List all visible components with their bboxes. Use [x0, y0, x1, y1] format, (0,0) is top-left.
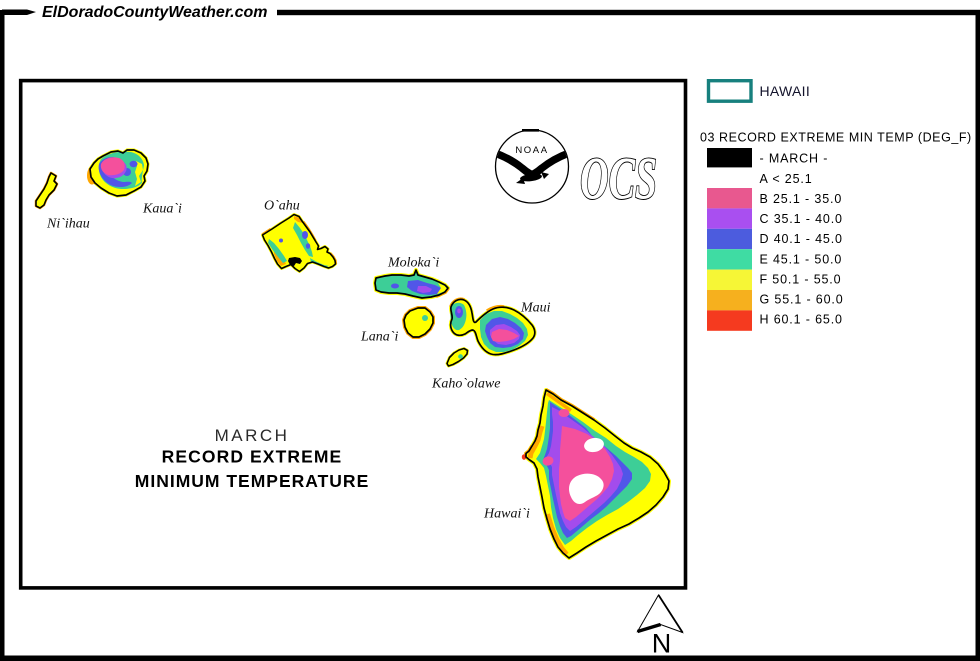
svg-text:Kaho`olawe: Kaho`olawe — [431, 377, 500, 392]
svg-text:HAWAII: HAWAII — [760, 83, 811, 99]
svg-text:NOAA: NOAA — [515, 145, 548, 156]
svg-text:- MARCH -: - MARCH - — [760, 151, 829, 165]
svg-text:Moloka`i: Moloka`i — [387, 256, 439, 271]
svg-text:RECORD EXTREME: RECORD EXTREME — [162, 447, 343, 467]
svg-text:O`ahu: O`ahu — [264, 199, 300, 214]
svg-text:ElDoradoCountyWeather.com: ElDoradoCountyWeather.com — [42, 4, 268, 21]
svg-text:03 RECORD EXTREME MIN TEMP (DE: 03 RECORD EXTREME MIN TEMP (DEG_F) — [700, 130, 972, 144]
svg-text:Lana`i: Lana`i — [360, 330, 398, 345]
svg-text:H 60.1 - 65.0: H 60.1 - 65.0 — [760, 313, 843, 327]
svg-text:Kaua`i: Kaua`i — [142, 202, 182, 217]
svg-text:N: N — [652, 628, 672, 658]
svg-text:C 35.1 - 40.0: C 35.1 - 40.0 — [760, 212, 843, 226]
svg-text:D 40.1 - 45.0: D 40.1 - 45.0 — [760, 232, 843, 246]
svg-text:Hawai`i: Hawai`i — [483, 507, 530, 522]
svg-text:A < 25.1: A < 25.1 — [760, 172, 813, 186]
svg-text:Maui: Maui — [520, 301, 551, 316]
svg-text:MINIMUM TEMPERATURE: MINIMUM TEMPERATURE — [135, 471, 370, 491]
svg-text:B 25.1 - 35.0: B 25.1 - 35.0 — [760, 192, 843, 206]
svg-text:OCS: OCS — [580, 145, 657, 211]
svg-text:F 50.1 - 55.0: F 50.1 - 55.0 — [760, 272, 842, 286]
svg-text:MARCH: MARCH — [215, 426, 290, 445]
svg-text:E 45.1 - 50.0: E 45.1 - 50.0 — [760, 252, 843, 266]
svg-text:G 55.1 - 60.0: G 55.1 - 60.0 — [760, 293, 844, 307]
svg-text:Ni`ihau: Ni`ihau — [46, 217, 90, 232]
